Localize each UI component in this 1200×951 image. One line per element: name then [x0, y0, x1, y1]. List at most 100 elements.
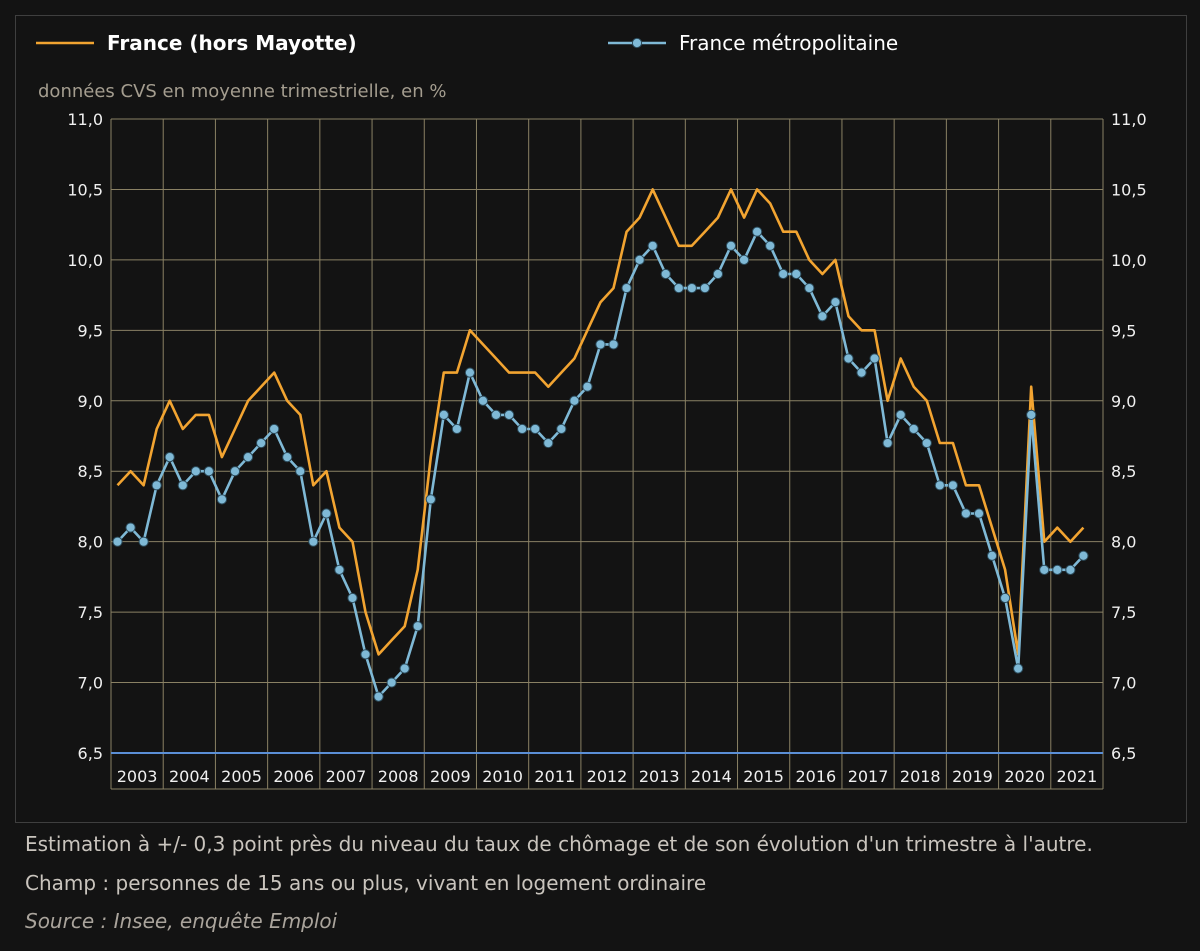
series-point [229, 466, 241, 477]
series-point [791, 268, 802, 280]
series-point [464, 367, 476, 378]
series-point [360, 649, 371, 660]
x-tick-label-2019: 2019 [952, 767, 993, 786]
series-point [177, 480, 188, 491]
series-point [295, 466, 306, 477]
y-tick-label-left: 7,0 [78, 674, 103, 693]
series-point [125, 522, 136, 533]
series-point [1052, 564, 1063, 575]
series-point [621, 282, 632, 294]
series-point [686, 282, 697, 294]
unemployment-rate-chart: données CVS en moyenne trimestrielle, en… [36, 31, 1147, 790]
series-point [1039, 564, 1050, 575]
series-point [256, 437, 267, 449]
series-point [895, 409, 906, 420]
y-tick-label-right: 6,5 [1111, 744, 1136, 763]
x-tick-label-2021: 2021 [1057, 767, 1098, 786]
series-point [556, 423, 567, 435]
x-tick-label-2016: 2016 [795, 767, 836, 786]
legend-label-france: France (hors Mayotte) [107, 31, 357, 55]
series-point [947, 480, 958, 491]
x-tick-label-2018: 2018 [900, 767, 941, 786]
series-point [1065, 564, 1076, 575]
x-tick-label-2012: 2012 [587, 767, 628, 786]
series-point [490, 409, 502, 420]
series-point [504, 409, 515, 420]
y-tick-label-right: 7,0 [1111, 674, 1136, 693]
series-point [765, 240, 776, 251]
series-point [451, 423, 462, 435]
series-point [438, 409, 449, 420]
series-point [1013, 663, 1024, 674]
series-point [699, 282, 710, 294]
series-point [477, 395, 489, 406]
series-point [960, 508, 972, 519]
x-tick-label-2017: 2017 [848, 767, 889, 786]
footnote-estimation: Estimation à +/- 0,3 point près du nivea… [25, 832, 1093, 856]
chart-frame: données CVS en moyenne trimestrielle, en… [15, 15, 1187, 823]
y-tick-label-left: 8,5 [78, 462, 103, 481]
legend-label-metropole: France métropolitaine [679, 31, 898, 55]
series-point [1026, 409, 1037, 420]
series-point [921, 437, 932, 449]
y-tick-label-left: 10,0 [67, 251, 103, 270]
y-tick-label-left: 9,5 [78, 321, 103, 340]
x-tick-label-2005: 2005 [221, 767, 262, 786]
series-point [282, 452, 293, 463]
x-tick-label-2006: 2006 [273, 767, 314, 786]
x-tick-label-2004: 2004 [169, 767, 210, 786]
series-point [334, 564, 345, 575]
series-point [986, 550, 998, 561]
x-tick-label-2007: 2007 [326, 767, 367, 786]
series-point [373, 691, 384, 702]
series-point [843, 353, 854, 364]
x-tick-label-2009: 2009 [430, 767, 471, 786]
series-point [308, 536, 319, 547]
series-line-0 [116, 188, 1085, 656]
series-point [164, 452, 175, 463]
series-point [869, 353, 880, 364]
x-tick-label-2020: 2020 [1004, 767, 1045, 786]
footnote-scope: Champ : personnes de 15 ans ou plus, viv… [25, 871, 707, 895]
y-tick-label-right: 11,0 [1111, 110, 1147, 129]
series-point [778, 268, 789, 280]
series-point [386, 677, 397, 688]
chart-subtitle: données CVS en moyenne trimestrielle, en… [38, 81, 446, 102]
x-tick-label-2008: 2008 [378, 767, 419, 786]
y-tick-label-left: 9,0 [78, 392, 103, 411]
series-point [112, 536, 123, 547]
series-point [321, 508, 332, 519]
series-point [817, 311, 828, 322]
series-point [804, 282, 815, 294]
series-point [973, 508, 985, 519]
x-tick-label-2015: 2015 [743, 767, 784, 786]
series-point [138, 536, 149, 547]
series-point [190, 466, 201, 477]
y-tick-label-left: 8,0 [78, 533, 103, 552]
y-tick-label-left: 6,5 [78, 744, 103, 763]
series-point [1078, 550, 1089, 561]
series-point [856, 367, 867, 378]
series-point [347, 592, 358, 604]
series-point [738, 254, 750, 265]
y-tick-label-right: 8,5 [1111, 462, 1136, 481]
series-point [151, 480, 162, 491]
x-tick-label-2014: 2014 [691, 767, 732, 786]
y-tick-label-right: 10,0 [1111, 251, 1147, 270]
series-point [882, 437, 893, 449]
series-point [608, 339, 619, 350]
y-tick-label-left: 7,5 [78, 603, 103, 622]
y-tick-label-right: 9,0 [1111, 392, 1136, 411]
series-point [752, 226, 763, 237]
series-point [569, 395, 580, 406]
series-point [908, 423, 919, 435]
series-point [242, 452, 254, 463]
series-point [517, 423, 528, 435]
y-tick-label-right: 7,5 [1111, 603, 1136, 622]
series-point [543, 437, 554, 449]
x-tick-label-2011: 2011 [534, 767, 575, 786]
series-point [412, 621, 423, 632]
x-tick-label-2010: 2010 [482, 767, 523, 786]
legend-marker-metropole [631, 37, 643, 49]
series-point [425, 494, 436, 505]
